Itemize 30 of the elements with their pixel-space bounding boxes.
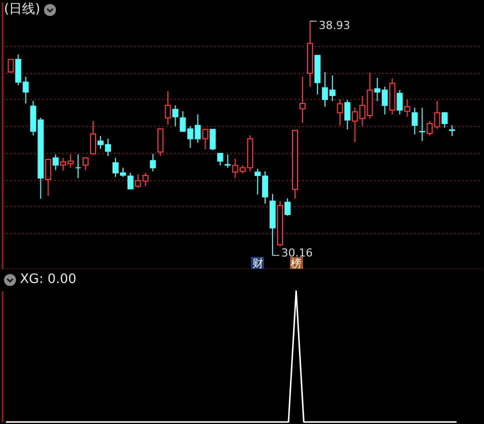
candlestick bbox=[82, 157, 89, 171]
candlestick bbox=[8, 58, 14, 72]
candlestick bbox=[299, 76, 306, 124]
candlestick bbox=[217, 152, 224, 166]
annotation: 30.16 bbox=[281, 246, 313, 260]
candlestick bbox=[90, 120, 96, 154]
candlestick bbox=[45, 158, 52, 197]
candlestick bbox=[210, 128, 216, 151]
candlestick bbox=[449, 124, 456, 137]
candlestick bbox=[442, 112, 448, 128]
candlestick bbox=[419, 107, 426, 142]
candlestick bbox=[396, 90, 403, 115]
candlestick bbox=[404, 98, 410, 118]
candlestick bbox=[75, 154, 82, 178]
candlestick bbox=[164, 90, 171, 126]
candlestick bbox=[150, 153, 156, 172]
candlestick bbox=[412, 107, 418, 135]
candlestick bbox=[202, 128, 208, 150]
chart-title: XG: 0.00 bbox=[20, 272, 76, 288]
candlestick bbox=[224, 154, 231, 168]
annotation: 榜 bbox=[290, 257, 303, 270]
candlestick bbox=[336, 98, 343, 126]
candlestick bbox=[284, 198, 291, 216]
annotation: 38.93 bbox=[318, 19, 350, 32]
candlestick bbox=[172, 104, 178, 127]
candlestick bbox=[157, 128, 164, 157]
candlestick bbox=[344, 99, 350, 130]
candlestick bbox=[52, 154, 59, 171]
chart-title: (日线) bbox=[4, 2, 40, 18]
annotation: 财 bbox=[251, 257, 264, 270]
